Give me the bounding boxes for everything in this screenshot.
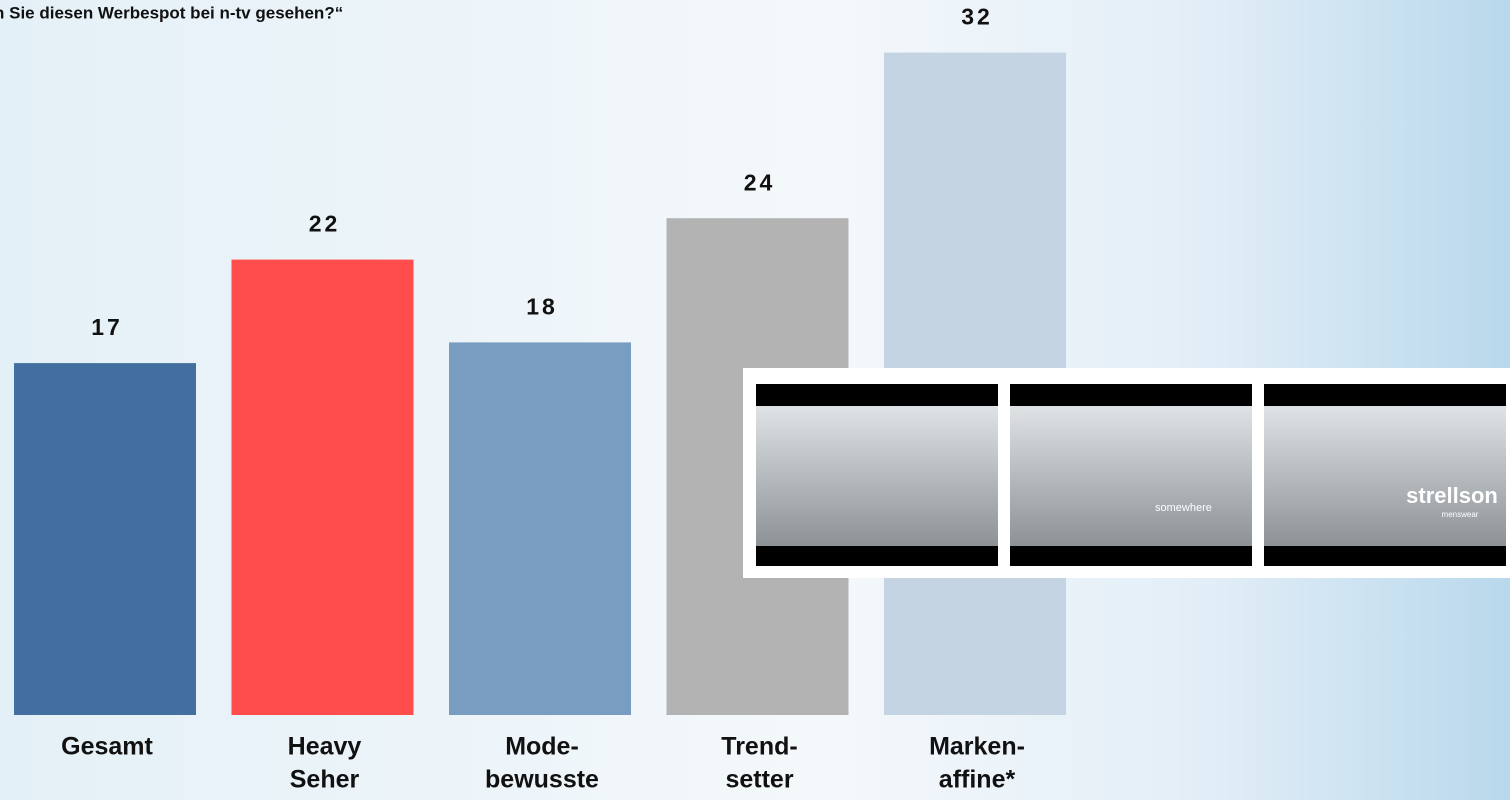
value-label: 17 <box>91 314 123 340</box>
value-label: 18 <box>526 293 558 319</box>
value-label: 24 <box>744 169 776 195</box>
x-tick-label: Seher <box>290 766 360 794</box>
caption: menswear <box>1442 510 1479 519</box>
bar <box>14 363 196 715</box>
x-tick-label: affine* <box>939 766 1016 794</box>
caption: somewhere <box>1155 502 1212 514</box>
x-tick-label: bewusste <box>485 766 599 794</box>
thumbnail-image <box>756 406 998 546</box>
x-tick-label: Mode- <box>505 733 579 761</box>
thumbnail-image <box>1264 406 1506 546</box>
bar <box>449 342 631 715</box>
chart-title: n Sie diesen Werbespot bei n-tv gesehen?… <box>0 3 343 22</box>
thumbnails: somewhere strellson menswear <box>743 368 1510 578</box>
value-label: 22 <box>309 211 341 237</box>
x-tick-label: Trend- <box>721 733 797 761</box>
value-label: 32 <box>961 4 993 30</box>
x-tick-label: Gesamt <box>61 733 153 761</box>
thumbnail-image <box>1010 406 1252 546</box>
x-tick-label: Marken- <box>929 733 1025 761</box>
x-tick-label: Heavy <box>288 733 362 761</box>
bar <box>231 259 414 715</box>
caption: strellson <box>1406 483 1498 508</box>
x-tick-label: setter <box>725 766 793 794</box>
